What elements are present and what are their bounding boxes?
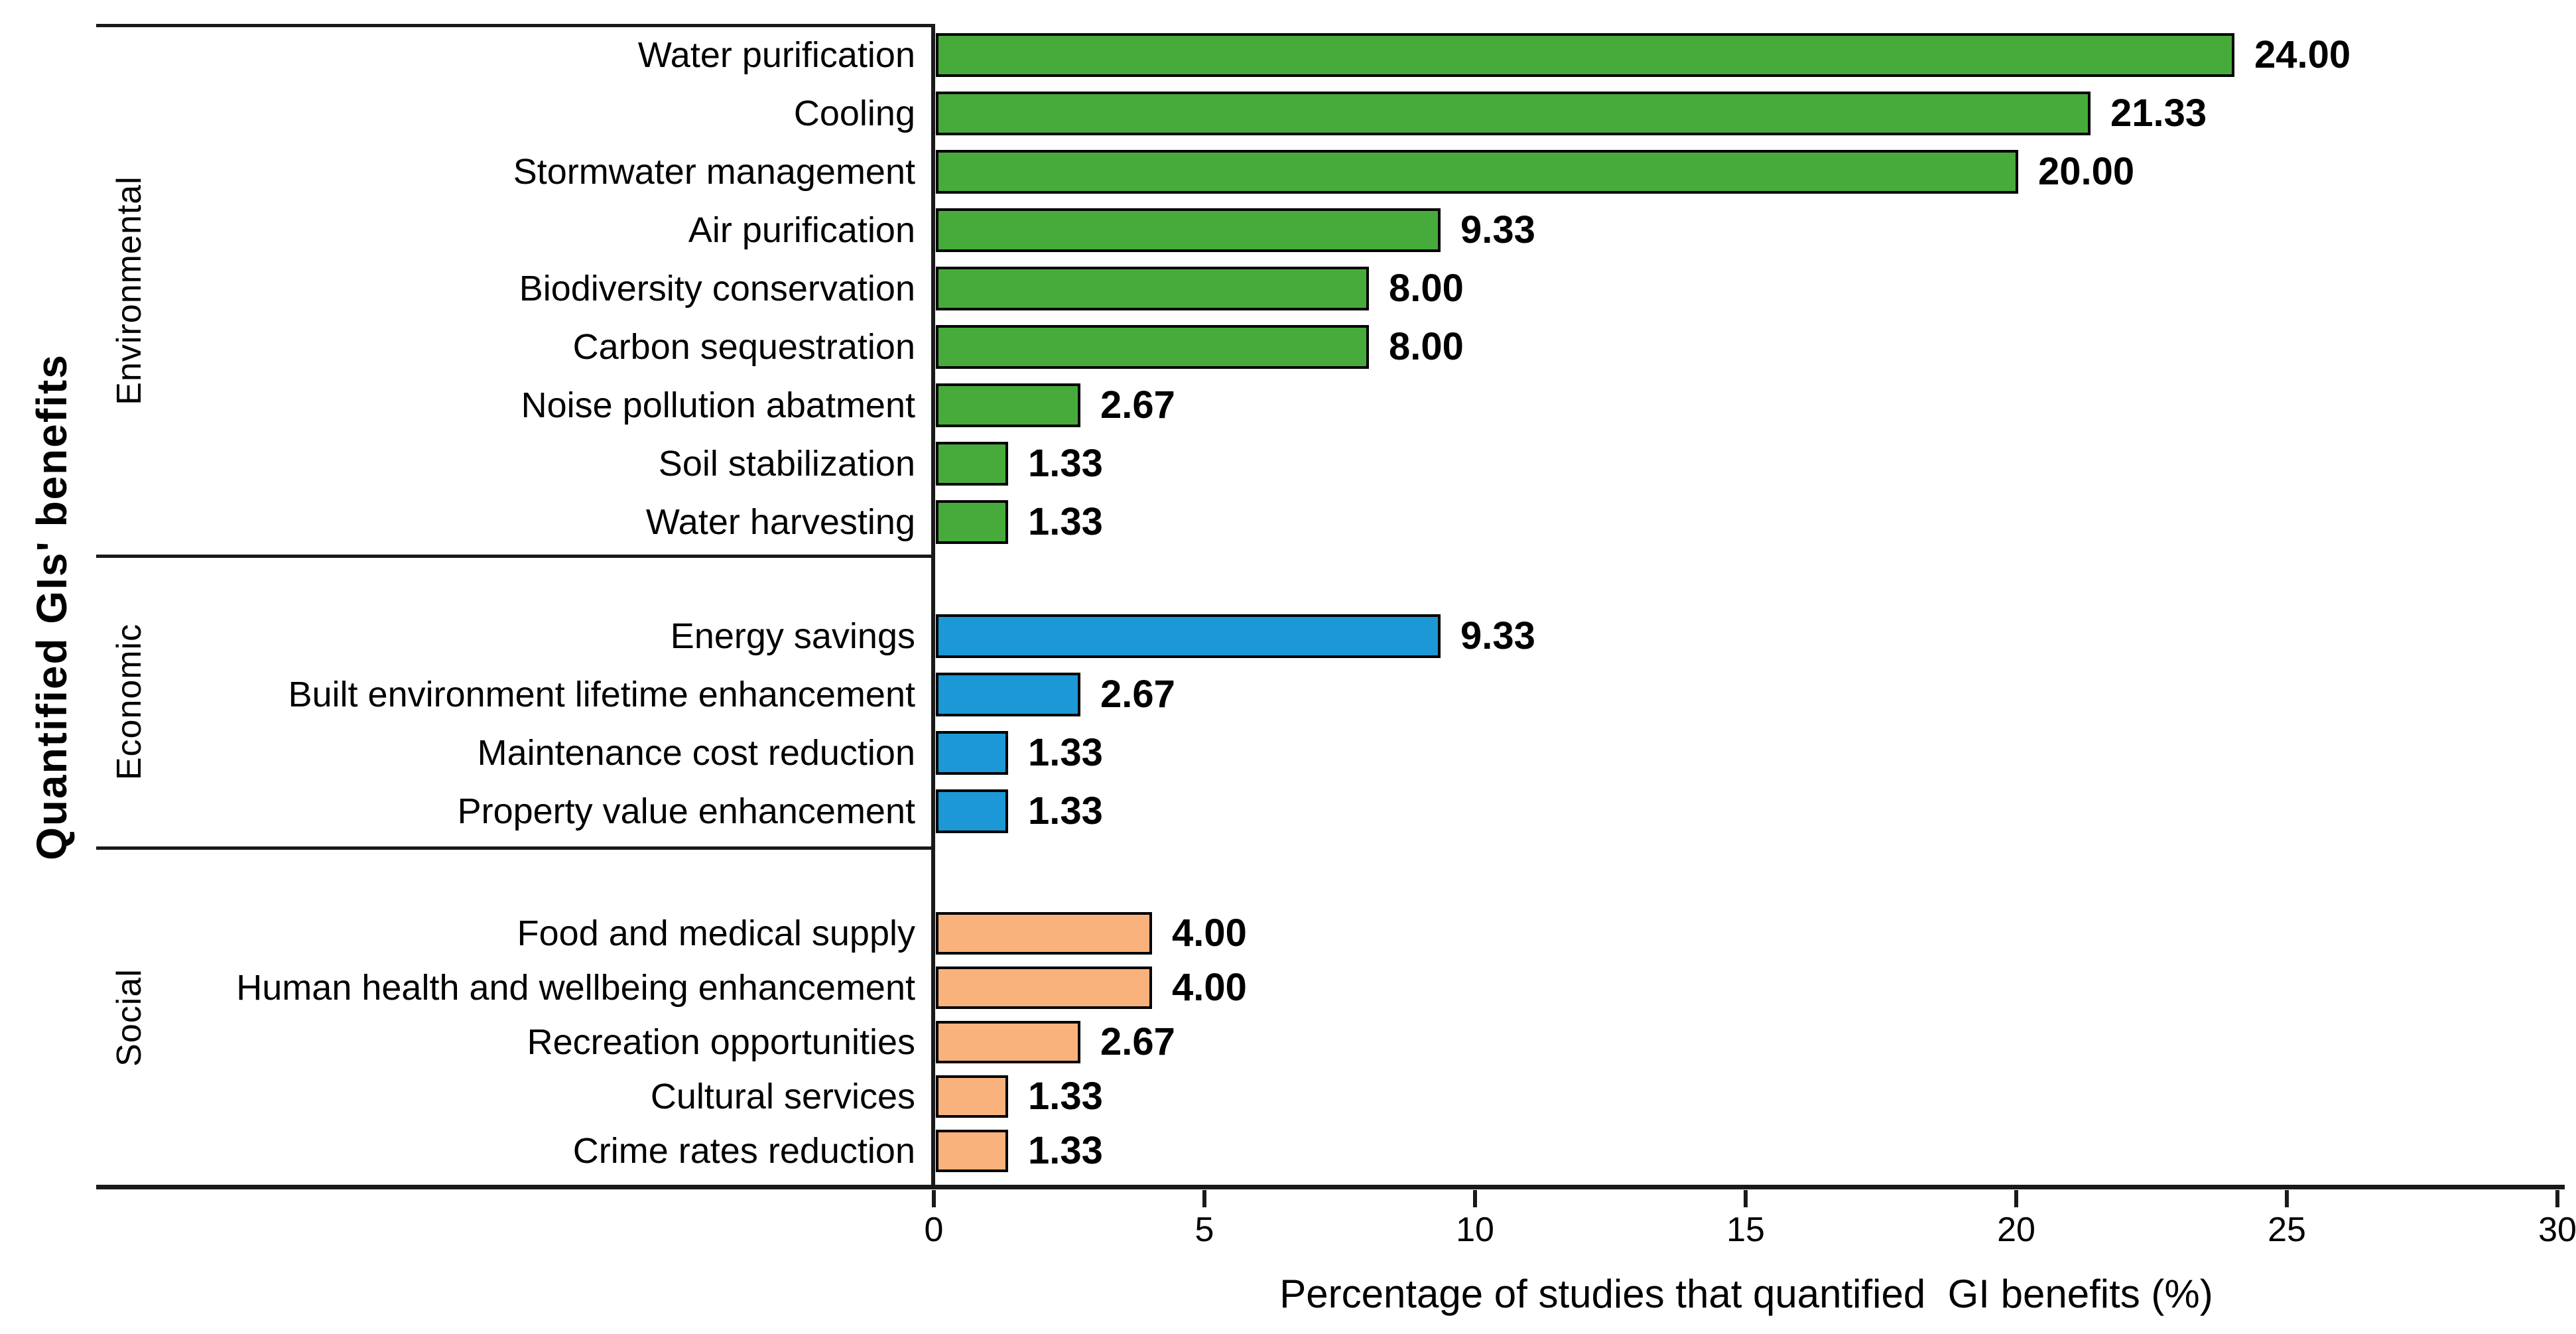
- bar-value-label: 20.00: [2038, 150, 2135, 193]
- bar-value-label: 1.33: [1028, 1075, 1103, 1118]
- bar-value-label: 9.33: [1460, 614, 1535, 657]
- bar: [936, 150, 2018, 194]
- bar-label: Energy savings: [670, 616, 915, 656]
- bar-value-label: 21.33: [2110, 92, 2207, 135]
- x-tick-mark: [2014, 1190, 2018, 1207]
- bar: [936, 614, 1441, 658]
- x-tick-label: 0: [924, 1211, 944, 1249]
- label-panel-top-border: [96, 24, 934, 27]
- bar-label: Water harvesting: [645, 502, 915, 542]
- category-label-social: Social: [110, 968, 149, 1067]
- bar-value-label: 4.00: [1172, 911, 1247, 955]
- category-divider-environmental-economic: [96, 555, 934, 558]
- bar-value-label: 1.33: [1028, 731, 1103, 774]
- bar-label: Cooling: [793, 94, 915, 133]
- bar: [936, 500, 1008, 544]
- bar-label: Food and medical supply: [517, 913, 915, 953]
- bar-value-label: 2.67: [1100, 673, 1175, 716]
- bar-label: Crime rates reduction: [572, 1131, 915, 1171]
- bar-label: Noise pollution abatment: [521, 385, 915, 425]
- bar: [936, 1075, 1008, 1118]
- x-tick-label: 5: [1194, 1211, 1214, 1249]
- bar: [936, 912, 1152, 955]
- x-tick-mark: [2555, 1190, 2559, 1207]
- bar: [936, 1130, 1008, 1172]
- bar: [936, 208, 1441, 252]
- bar-label: Property value enhancement: [457, 791, 915, 831]
- bar-value-label: 2.67: [1100, 383, 1175, 427]
- bar-value-label: 1.33: [1028, 789, 1103, 833]
- x-axis-line: [96, 1185, 2565, 1189]
- bar-value-label: 4.00: [1172, 966, 1247, 1009]
- x-tick-mark: [1202, 1190, 1206, 1207]
- bar: [936, 383, 1080, 427]
- bar-label: Recreation opportunities: [527, 1022, 915, 1062]
- bar-value-label: 24.00: [2254, 33, 2351, 76]
- x-tick-mark: [1473, 1190, 1477, 1207]
- bar: [936, 1021, 1080, 1063]
- x-tick-label: 20: [1997, 1211, 2035, 1249]
- category-divider-economic-social: [96, 846, 934, 850]
- x-tick-label: 25: [2268, 1211, 2306, 1249]
- x-tick-mark: [932, 1190, 936, 1207]
- bar: [936, 731, 1008, 775]
- bar-label: Carbon sequestration: [572, 327, 915, 367]
- bar-value-label: 1.33: [1028, 442, 1103, 485]
- bar-value-label: 2.67: [1100, 1020, 1175, 1063]
- bar-label: Stormwater management: [513, 152, 915, 192]
- y-axis-line: [931, 24, 935, 1189]
- x-tick-label: 15: [1726, 1211, 1765, 1249]
- bar: [936, 673, 1080, 716]
- category-label-environmental: Environmental: [110, 176, 149, 405]
- bar: [936, 789, 1008, 833]
- x-axis-title: Percentage of studies that quantified GI…: [1279, 1272, 2213, 1316]
- bar-value-label: 8.00: [1389, 267, 1464, 310]
- bar: [936, 267, 1369, 310]
- bar-value-label: 9.33: [1460, 208, 1535, 251]
- bar-label: Human health and wellbeing enhancement: [236, 968, 915, 1008]
- category-label-economic: Economic: [110, 623, 149, 781]
- bar-label: Cultural services: [650, 1077, 915, 1116]
- bar: [936, 325, 1369, 369]
- bar-label: Water purification: [637, 35, 915, 75]
- x-tick-label: 10: [1456, 1211, 1494, 1249]
- x-tick-label: 30: [2538, 1211, 2576, 1249]
- bar: [936, 92, 2091, 135]
- bar: [936, 967, 1152, 1009]
- bar: [936, 442, 1008, 486]
- y-axis-title: Quantified GIs' benefits: [28, 354, 76, 860]
- bar-value-label: 1.33: [1028, 500, 1103, 543]
- bar-label: Biodiversity conservation: [519, 269, 915, 308]
- bar: [936, 33, 2234, 77]
- x-tick-mark: [2285, 1190, 2289, 1207]
- bar-label: Maintenance cost reduction: [477, 733, 915, 773]
- bar-label: Built environment lifetime enhancement: [288, 675, 915, 714]
- bar-value-label: 8.00: [1389, 325, 1464, 368]
- bar-label: Air purification: [688, 210, 915, 250]
- x-tick-mark: [1744, 1190, 1748, 1207]
- bar-label: Soil stabilization: [658, 444, 915, 484]
- bar-value-label: 1.33: [1028, 1129, 1103, 1172]
